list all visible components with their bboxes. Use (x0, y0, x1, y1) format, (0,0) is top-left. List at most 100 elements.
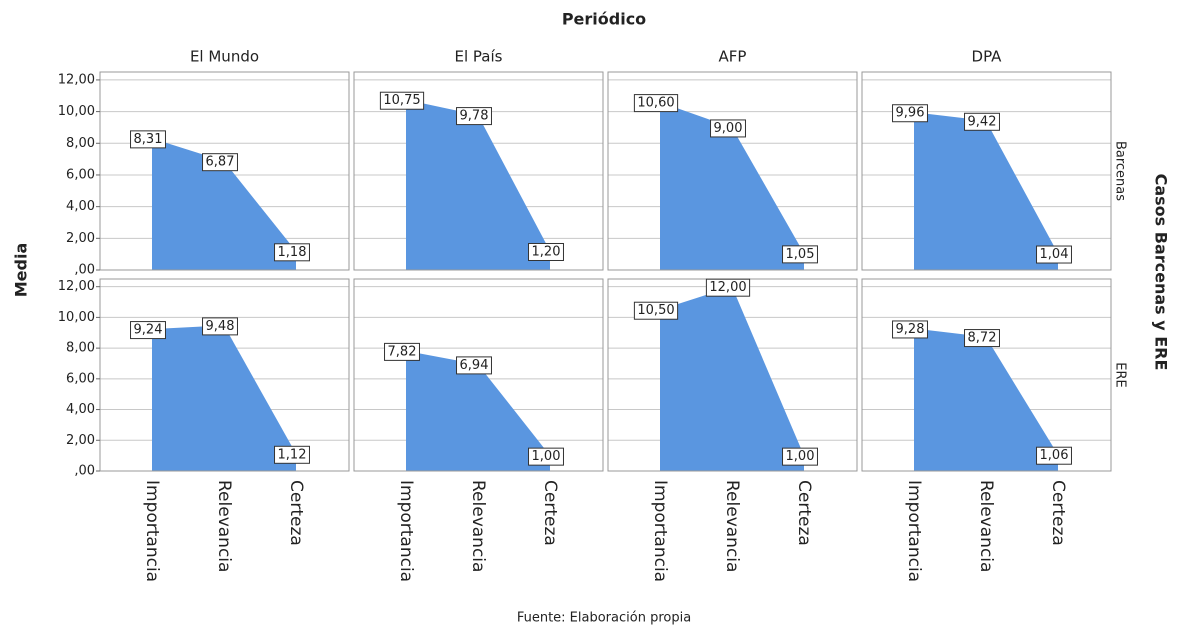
data-label: 8,31 (134, 132, 163, 147)
data-label-box (274, 243, 310, 262)
data-label-box (964, 112, 1000, 131)
row-label: ERE (1113, 362, 1128, 387)
data-label-box (379, 91, 425, 110)
data-label-box (528, 242, 564, 261)
x-tick-label: Importancia (650, 480, 670, 582)
panel-border (861, 278, 1112, 472)
data-label-box (892, 104, 928, 123)
data-label: 6,87 (206, 155, 235, 170)
data-label-box (130, 321, 166, 340)
y-tick-label: 6,00 (66, 167, 95, 182)
data-label-box (202, 153, 238, 172)
y-tick-label: 2,00 (66, 433, 95, 448)
data-label: 10,60 (637, 96, 674, 111)
x-tick-label: Certeza (1048, 480, 1068, 546)
data-label-box (202, 317, 238, 336)
y-tick-label: 8,00 (66, 341, 95, 356)
area (406, 350, 550, 471)
area (914, 328, 1058, 471)
row-title: Casos Barcenas y ERE (1152, 174, 1171, 371)
x-tick-label: Certeza (794, 480, 814, 546)
y-tick-label: 10,00 (58, 310, 95, 325)
area (914, 112, 1058, 270)
panel-border (99, 71, 350, 271)
data-label-box (274, 445, 310, 464)
data-label: 8,72 (968, 331, 997, 346)
data-label: 9,28 (896, 322, 925, 337)
data-label: 1,12 (278, 447, 307, 462)
data-label-box (1036, 245, 1072, 264)
x-tick-label: Importancia (396, 480, 416, 582)
data-label-box (633, 301, 679, 320)
y-tick-label: 4,00 (66, 402, 95, 417)
panel-border (99, 278, 350, 472)
source: Fuente: Elaboración propia (517, 611, 691, 626)
data-label: 1,20 (532, 244, 561, 259)
data-label-box (456, 356, 492, 375)
data-label-box (892, 320, 928, 339)
data-label: 12,00 (709, 280, 746, 295)
column-label: El Mundo (190, 48, 259, 66)
data-label: 9,00 (714, 121, 743, 136)
data-label: 1,05 (786, 247, 815, 262)
data-label: 1,00 (532, 449, 561, 464)
y-tick-label: ,00 (74, 464, 95, 479)
x-tick-label: Relevancia (468, 480, 488, 572)
data-label: 9,42 (968, 114, 997, 129)
data-label: 7,82 (388, 344, 417, 359)
data-label-box (633, 94, 679, 113)
column-label: AFP (719, 48, 747, 66)
y-tick-label: 12,00 (58, 279, 95, 294)
data-label-box (130, 130, 166, 149)
column-label: El País (455, 48, 503, 66)
data-label: 10,75 (383, 93, 420, 108)
x-tick-label: Relevancia (214, 480, 234, 572)
y-axis-label: Media (12, 243, 31, 298)
y-tick-label: 12,00 (58, 72, 95, 87)
data-label: 1,06 (1040, 448, 1069, 463)
y-tick-label: 2,00 (66, 231, 95, 246)
y-tick-label: ,00 (74, 263, 95, 278)
data-label-box (456, 107, 492, 126)
data-label: 9,96 (896, 106, 925, 121)
data-label-box (964, 329, 1000, 348)
y-tick-label: 8,00 (66, 136, 95, 151)
row-label: Barcenas (1113, 141, 1128, 201)
area (152, 325, 296, 471)
x-tick-label: Importancia (142, 480, 162, 582)
x-tick-label: Relevancia (976, 480, 996, 572)
chart-title: Periódico (562, 10, 646, 29)
data-label: 10,50 (637, 303, 674, 318)
y-tick-label: 10,00 (58, 104, 95, 119)
data-label: 9,24 (134, 323, 163, 338)
panel-border (861, 71, 1112, 271)
data-label: 9,78 (460, 109, 489, 124)
area (152, 138, 296, 270)
area (660, 286, 804, 471)
data-label-box (782, 447, 818, 466)
data-label-box (710, 119, 746, 138)
data-label-box (384, 342, 420, 361)
x-tick-label: Relevancia (722, 480, 742, 572)
x-tick-label: Certeza (286, 480, 306, 546)
panel-border (353, 278, 604, 472)
area (660, 102, 804, 270)
data-label: 6,94 (460, 358, 489, 373)
data-label: 1,00 (786, 449, 815, 464)
y-tick-label: 4,00 (66, 199, 95, 214)
panel-border (353, 71, 604, 271)
data-label-box (528, 447, 564, 466)
data-label-box (782, 245, 818, 264)
data-label: 1,18 (278, 245, 307, 260)
x-tick-label: Certeza (540, 480, 560, 546)
area (406, 99, 550, 270)
data-label-box (1036, 446, 1072, 465)
data-label: 1,04 (1040, 247, 1069, 262)
x-tick-label: Importancia (904, 480, 924, 582)
data-label: 9,48 (206, 319, 235, 334)
column-label: DPA (972, 48, 1003, 66)
panel-border (607, 71, 858, 271)
data-label-box (705, 278, 751, 297)
y-tick-label: 6,00 (66, 371, 95, 386)
